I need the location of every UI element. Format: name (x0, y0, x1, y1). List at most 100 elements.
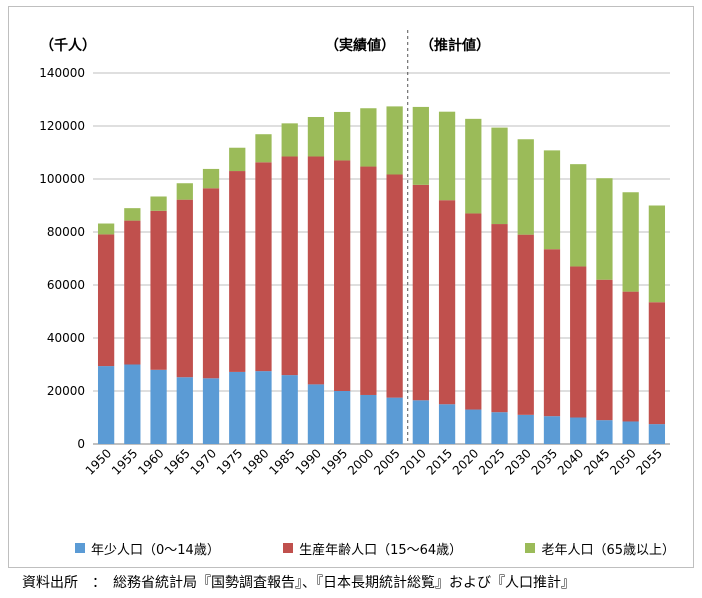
x-tick-label: 1960 (135, 446, 166, 477)
bar-elderly-2010 (412, 106, 429, 185)
x-tick-label: 2025 (476, 446, 507, 477)
bar-working-2045 (596, 279, 613, 421)
y-tick-label: 20000 (47, 384, 85, 398)
bar-elderly-1960 (150, 196, 167, 211)
legend-label-young: 年少人口（0〜14歳） (91, 542, 220, 558)
bar-elderly-2015 (438, 111, 456, 201)
bar-working-2040 (570, 266, 587, 418)
x-tick-label: 1985 (266, 446, 297, 477)
x-tick-label: 1995 (319, 446, 350, 477)
y-tick-label: 100000 (39, 172, 85, 186)
bar-working-1950 (97, 234, 115, 367)
bar-young-1990 (307, 384, 325, 444)
y-unit-label: （千人） (40, 38, 96, 54)
bar-young-2035 (543, 416, 561, 444)
x-tick-label: 1990 (293, 446, 324, 477)
bar-young-1950 (97, 366, 115, 444)
bar-elderly-1970 (202, 168, 220, 189)
x-tick-label: 2000 (345, 446, 376, 477)
bar-elderly-2055 (648, 205, 666, 303)
bar-elderly-1980 (255, 134, 272, 163)
bar-young-1955 (124, 364, 141, 444)
bar-elderly-1975 (229, 147, 246, 172)
legend-swatch-young (75, 543, 85, 553)
bar-elderly-1995 (334, 111, 351, 161)
bar-young-1965 (176, 377, 193, 444)
legend-label-working: 生産年齢人口（15〜64歳） (299, 542, 463, 558)
legend: 年少人口（0〜14歳） 生産年齢人口（15〜64歳） 老年人口（65歳以上） (75, 538, 675, 558)
bar-young-1975 (229, 371, 246, 444)
bar-working-2000 (360, 166, 377, 395)
x-tick-label: 1980 (240, 446, 271, 477)
x-tick-label: 1975 (214, 446, 245, 477)
y-axis-ticks: 0 20000 40000 60000 80000 100000 120000 140000 (39, 66, 85, 451)
bar-elderly-2020 (465, 118, 482, 214)
y-tick-label: 140000 (39, 66, 85, 80)
y-tick-label: 60000 (47, 278, 85, 292)
bar-young-1985 (281, 375, 298, 444)
y-tick-label: 80000 (47, 225, 85, 239)
bar-elderly-2045 (596, 178, 613, 280)
bar-young-2040 (570, 417, 587, 444)
bar-working-2025 (491, 224, 508, 413)
bar-young-2045 (596, 420, 613, 444)
bar-elderly-1985 (281, 123, 298, 157)
bar-elderly-2000 (360, 108, 377, 167)
bar-working-2010 (412, 184, 429, 401)
bar-elderly-2005 (386, 106, 403, 175)
bar-young-2020 (465, 409, 482, 444)
y-tick-label: 40000 (47, 331, 85, 345)
bar-young-2005 (386, 397, 403, 444)
legend-item-elderly: 老年人口（65歳以上） (525, 538, 675, 558)
legend-label-elderly: 老年人口（65歳以上） (541, 542, 675, 558)
bar-young-2025 (491, 412, 508, 444)
bar-young-2000 (360, 394, 377, 444)
bar-working-1975 (229, 171, 246, 372)
bar-young-1960 (150, 369, 167, 444)
x-tick-label: 1950 (83, 446, 114, 477)
bar-working-2050 (622, 291, 639, 422)
legend-swatch-elderly (525, 543, 536, 553)
bar-elderly-1950 (97, 223, 115, 235)
bar-elderly-2040 (570, 164, 587, 267)
y-tick-label: 0 (77, 437, 85, 451)
y-tick-label: 120000 (39, 119, 85, 133)
bar-young-1970 (202, 378, 220, 444)
source-note: 資料出所 ： 総務省統計局『国勢調査報告』、『日本長期統計総覧』および『人口推計… (22, 575, 575, 591)
x-tick-label: 2055 (634, 446, 665, 477)
x-tick-label: 2045 (581, 446, 612, 477)
bar-young-2015 (438, 404, 456, 444)
x-tick-label: 2035 (529, 446, 560, 477)
x-tick-label: 1965 (161, 446, 192, 477)
x-axis-ticks: 1950195519601965197019751980198519901995… (83, 446, 665, 477)
x-tick-label: 1955 (109, 446, 140, 477)
bar-elderly-2025 (491, 127, 508, 225)
bar-young-2010 (412, 400, 429, 444)
bar-elderly-1955 (124, 208, 141, 221)
bar-young-2050 (622, 421, 639, 444)
bar-working-2035 (543, 249, 561, 417)
bars (97, 106, 666, 444)
bar-working-2005 (386, 174, 403, 398)
bar-working-2055 (648, 302, 666, 425)
x-tick-label: 2040 (555, 446, 586, 477)
legend-item-working: 生産年齢人口（15〜64歳） (283, 538, 462, 558)
x-tick-label: 2010 (397, 446, 428, 477)
bar-young-1980 (255, 371, 272, 444)
x-tick-label: 1970 (188, 446, 219, 477)
projected-annotation: （推計値） (420, 38, 490, 54)
bar-elderly-2050 (622, 192, 639, 292)
bar-young-2030 (517, 414, 534, 444)
bar-working-1980 (255, 162, 272, 372)
bar-elderly-2030 (517, 139, 534, 235)
x-tick-label: 2020 (450, 446, 481, 477)
legend-item-young: 年少人口（0〜14歳） (75, 538, 220, 558)
bar-working-2030 (517, 234, 534, 415)
bar-working-1990 (307, 156, 325, 385)
bar-young-1995 (334, 391, 351, 444)
bar-young-2055 (648, 424, 666, 444)
bar-working-1955 (124, 220, 141, 365)
bar-working-1965 (176, 199, 193, 378)
bar-working-1995 (334, 160, 351, 391)
